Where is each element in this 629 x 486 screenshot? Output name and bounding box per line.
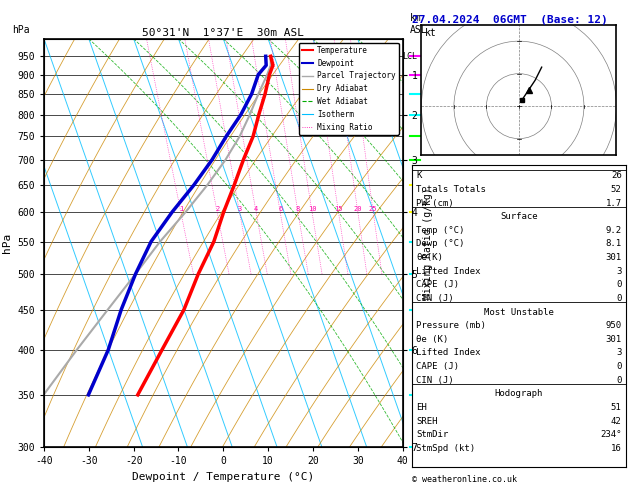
Text: CIN (J): CIN (J) (416, 294, 454, 303)
Text: CIN (J): CIN (J) (416, 376, 454, 385)
Text: 2: 2 (215, 206, 220, 212)
Text: 234°: 234° (600, 430, 621, 439)
Text: 25: 25 (369, 206, 377, 212)
Text: 26: 26 (611, 171, 621, 180)
Text: Lifted Index: Lifted Index (416, 267, 481, 276)
Text: Temp (°C): Temp (°C) (416, 226, 465, 235)
Text: 52: 52 (611, 185, 621, 194)
Text: Dewp (°C): Dewp (°C) (416, 240, 465, 248)
Text: 0: 0 (616, 362, 621, 371)
Text: Surface: Surface (500, 212, 538, 221)
Text: 9.2: 9.2 (606, 226, 621, 235)
Text: StmDir: StmDir (416, 430, 448, 439)
Text: 6: 6 (278, 206, 282, 212)
Text: 0: 0 (616, 294, 621, 303)
Text: © weatheronline.co.uk: © weatheronline.co.uk (412, 474, 517, 484)
Text: km
ASL: km ASL (409, 13, 427, 35)
Text: 1: 1 (179, 206, 183, 212)
Text: θe (K): θe (K) (416, 335, 448, 344)
Y-axis label: Mixing Ratio (g/kg): Mixing Ratio (g/kg) (423, 187, 433, 299)
Text: 0: 0 (616, 376, 621, 385)
Text: Lifted Index: Lifted Index (416, 348, 481, 358)
Text: SREH: SREH (416, 417, 438, 426)
Text: 8.1: 8.1 (606, 240, 621, 248)
Text: 42: 42 (611, 417, 621, 426)
Text: hPa: hPa (12, 25, 30, 35)
Text: 51: 51 (611, 403, 621, 412)
Text: Hodograph: Hodograph (495, 389, 543, 399)
Text: 15: 15 (334, 206, 343, 212)
Text: 950: 950 (606, 321, 621, 330)
Text: 3: 3 (237, 206, 242, 212)
Text: 4: 4 (254, 206, 259, 212)
Text: 3: 3 (616, 267, 621, 276)
Text: kt: kt (425, 28, 437, 37)
Text: 20: 20 (353, 206, 362, 212)
Text: CAPE (J): CAPE (J) (416, 362, 459, 371)
Text: StmSpd (kt): StmSpd (kt) (416, 444, 476, 453)
Y-axis label: hPa: hPa (2, 233, 12, 253)
Text: PW (cm): PW (cm) (416, 198, 454, 208)
Text: 10: 10 (308, 206, 316, 212)
Text: θe(K): θe(K) (416, 253, 443, 262)
Text: EH: EH (416, 403, 427, 412)
Text: Pressure (mb): Pressure (mb) (416, 321, 486, 330)
Legend: Temperature, Dewpoint, Parcel Trajectory, Dry Adiabat, Wet Adiabat, Isotherm, Mi: Temperature, Dewpoint, Parcel Trajectory… (299, 43, 399, 135)
Text: 0: 0 (616, 280, 621, 289)
Title: 50°31'N  1°37'E  30m ASL: 50°31'N 1°37'E 30m ASL (142, 28, 304, 38)
X-axis label: Dewpoint / Temperature (°C): Dewpoint / Temperature (°C) (132, 472, 314, 482)
Text: LCL: LCL (403, 52, 418, 61)
Text: Most Unstable: Most Unstable (484, 308, 554, 316)
Text: 301: 301 (606, 253, 621, 262)
Text: 16: 16 (611, 444, 621, 453)
Text: 3: 3 (616, 348, 621, 358)
Text: 301: 301 (606, 335, 621, 344)
Text: K: K (416, 171, 421, 180)
Text: Totals Totals: Totals Totals (416, 185, 486, 194)
Text: CAPE (J): CAPE (J) (416, 280, 459, 289)
Text: 8: 8 (296, 206, 300, 212)
Text: 27.04.2024  06GMT  (Base: 12): 27.04.2024 06GMT (Base: 12) (412, 15, 608, 25)
Text: 1.7: 1.7 (606, 198, 621, 208)
